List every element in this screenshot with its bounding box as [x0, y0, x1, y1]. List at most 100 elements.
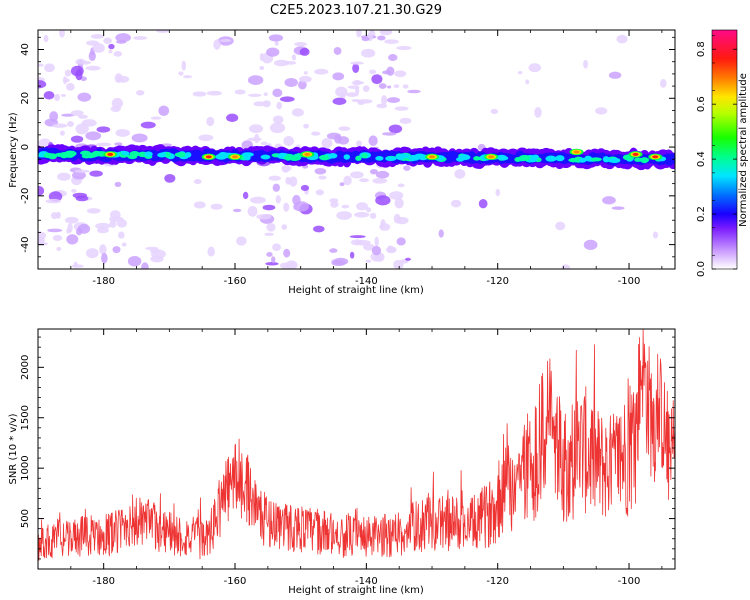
- x-tick-label: -140: [355, 276, 378, 287]
- noise-blob: [314, 68, 329, 75]
- band-core: [318, 154, 331, 161]
- noise-blob: [96, 126, 111, 133]
- noise-blob: [192, 91, 207, 97]
- band-core: [185, 151, 192, 158]
- noise-blob: [54, 93, 61, 102]
- noise-blob: [313, 225, 325, 233]
- band-core: [283, 155, 296, 161]
- noise-blob: [345, 92, 359, 97]
- noise-blob: [32, 257, 38, 264]
- peak-core: [488, 155, 495, 159]
- noise-blob: [394, 197, 404, 209]
- noise-blob: [388, 124, 403, 134]
- noise-blob: [659, 78, 667, 88]
- noise-blob: [43, 34, 49, 43]
- noise-blob: [350, 171, 364, 179]
- x-tick-label: -100: [618, 276, 641, 287]
- band-core: [578, 157, 587, 163]
- noise-blob: [271, 256, 276, 264]
- noise-blob: [193, 179, 202, 185]
- noise-blob: [332, 72, 345, 81]
- noise-blob: [121, 242, 127, 247]
- noise-blob: [264, 232, 274, 237]
- figure-title: C2E5.2023.107.21.30.G29: [270, 3, 442, 18]
- noise-blob: [206, 116, 215, 127]
- noise-blob: [75, 123, 89, 135]
- noise-blob: [495, 188, 501, 197]
- colorbar-ticks: 0.0 0.2 0.4 0.6 0.8: [696, 35, 737, 277]
- noise-blob: [272, 183, 281, 192]
- noise-blob: [85, 65, 101, 71]
- noise-blob: [318, 175, 327, 180]
- noise-blob: [534, 107, 542, 118]
- noise-blob: [89, 170, 103, 177]
- noise-blob: [314, 167, 327, 175]
- noise-blob: [349, 251, 355, 259]
- band-core: [385, 156, 397, 162]
- noise-blob: [182, 75, 193, 79]
- noise-blob: [260, 141, 268, 146]
- noise-blob: [71, 189, 77, 193]
- noise-blob: [329, 248, 338, 253]
- noise-blob: [595, 107, 608, 115]
- noise-blob: [397, 183, 405, 188]
- noise-blob: [279, 96, 295, 102]
- spectrogram-frame: [37, 29, 676, 270]
- noise-blob: [256, 213, 272, 220]
- noise-blob: [616, 34, 628, 44]
- band-core: [455, 157, 465, 162]
- colorbar-tick-label: 0.2: [696, 206, 707, 222]
- x-tick-label: -140: [355, 576, 378, 587]
- spectrogram-x-ticks: -180 -160 -140 -120 -100: [37, 30, 663, 287]
- noise-blob: [262, 204, 276, 211]
- noise-blob: [310, 131, 321, 136]
- noise-blob: [140, 121, 156, 129]
- x-tick-label: -120: [486, 276, 509, 287]
- noise-blob: [113, 51, 123, 57]
- noise-blob: [38, 63, 44, 67]
- snr-panel: -180 -160 -140 -120 -100 500 1000 1500 2000 Hei…: [8, 328, 676, 596]
- noise-blob: [368, 135, 378, 147]
- band-core: [398, 153, 410, 159]
- band-core: [375, 156, 384, 161]
- band-core: [568, 157, 580, 163]
- peak-core: [652, 155, 659, 159]
- colorbar-tick-label: 0.6: [696, 96, 707, 112]
- noise-blob: [103, 37, 112, 44]
- noise-blob: [64, 216, 79, 224]
- noise-blob: [355, 239, 371, 246]
- noise-blob: [378, 83, 387, 89]
- noise-blob: [86, 208, 101, 214]
- noise-blob: [382, 132, 397, 136]
- noise-blob: [145, 246, 159, 251]
- spectrogram-y-axis-label: Frequency (Hz): [8, 112, 19, 188]
- noise-blob: [339, 182, 345, 187]
- noise-blob: [608, 71, 622, 79]
- snr-frame: [37, 328, 676, 570]
- band-core: [473, 156, 481, 161]
- noise-blob: [47, 228, 63, 233]
- noise-blob: [66, 121, 74, 128]
- noise-blob: [133, 36, 148, 40]
- noise-blob: [393, 84, 400, 88]
- noise-blob: [285, 176, 291, 185]
- noise-blob: [396, 237, 406, 246]
- peak-core: [304, 152, 311, 156]
- noise-blob: [382, 70, 392, 75]
- noise-blob: [351, 81, 365, 85]
- noise-blob: [232, 208, 242, 213]
- noise-blob: [44, 63, 55, 73]
- noise-blob: [450, 199, 462, 208]
- band-core: [241, 152, 254, 157]
- noise-blob: [490, 108, 499, 115]
- noise-blob: [352, 63, 360, 74]
- noise-blob: [300, 184, 310, 191]
- noise-blob: [321, 137, 333, 149]
- noise-blob: [158, 105, 170, 117]
- noise-blob: [56, 246, 62, 252]
- noise-blob: [652, 231, 659, 239]
- noise-blob: [114, 142, 123, 146]
- band-core: [590, 157, 602, 162]
- noise-blob: [71, 171, 86, 180]
- noise-blob: [75, 69, 83, 81]
